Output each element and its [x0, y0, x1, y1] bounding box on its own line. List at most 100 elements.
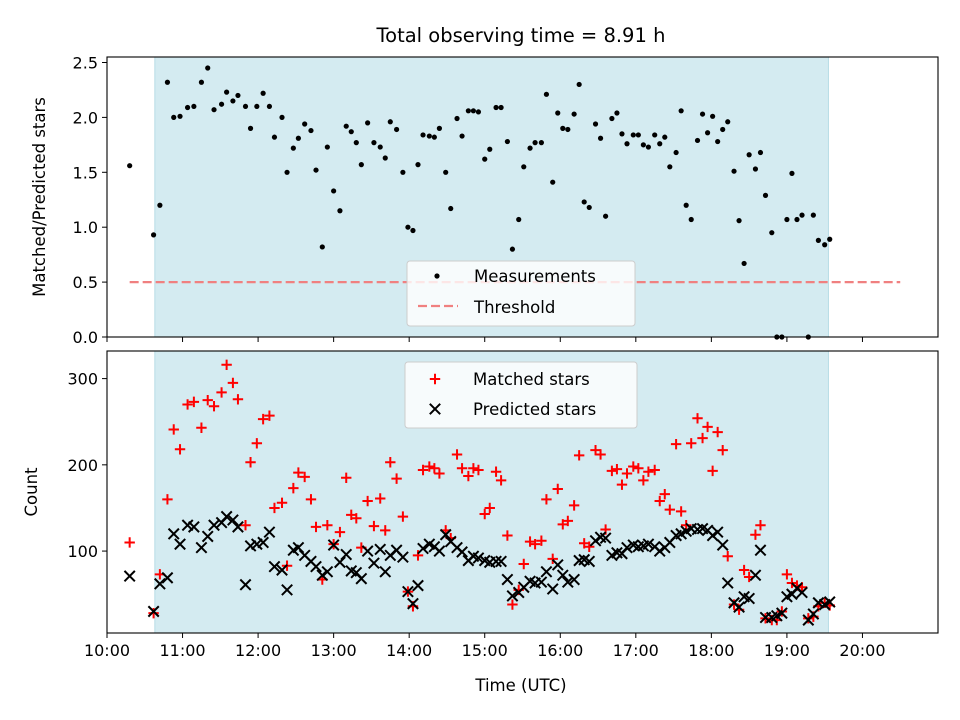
predicted-star-point — [195, 541, 208, 554]
x-tick-label: 13:00 — [311, 641, 357, 660]
measurement-point — [592, 121, 599, 127]
legend-measurements-label: Measurements — [474, 267, 596, 286]
predicted-star-point — [321, 565, 334, 578]
measurement-point — [331, 188, 337, 194]
predicted-star-point — [263, 526, 276, 539]
measurement-point — [348, 129, 354, 135]
measurement-point — [266, 103, 273, 110]
measurement-point — [752, 166, 759, 172]
predicted-star-point — [268, 560, 281, 573]
predicted-star-point — [334, 556, 346, 569]
measurement-point — [436, 125, 442, 131]
measurement-point — [290, 145, 296, 151]
matched-star-point — [518, 558, 529, 570]
matched-star-point — [305, 494, 317, 505]
legend-matched-label: Matched stars — [473, 370, 590, 389]
measurement-point — [757, 149, 764, 156]
matched-star-point — [541, 494, 552, 505]
matched-star-point — [264, 410, 275, 421]
measurement-point — [198, 79, 205, 85]
top-legend: Measurements Threshold — [406, 260, 636, 327]
y-tick-label: 300 — [67, 370, 98, 389]
predicted-star-point — [501, 573, 514, 586]
matched-star-point — [451, 449, 463, 460]
predicted-star-point — [187, 521, 200, 533]
measurement-point — [164, 79, 171, 85]
matched-star-point — [288, 482, 299, 494]
matched-star-point — [391, 473, 402, 484]
measurement-point — [205, 65, 211, 71]
predicted-star-point — [361, 545, 374, 557]
predicted-star-point — [583, 555, 596, 568]
measurement-point — [230, 98, 236, 104]
measurement-point — [673, 149, 679, 156]
measurement-point — [405, 224, 411, 230]
predicted-star-point — [721, 577, 734, 589]
top-panel: 0.0 0.5 1.0 1.5 2.0 2.5 Measurements Threshold — [73, 53, 939, 347]
matched-star-point — [781, 569, 793, 580]
predicted-star-point — [281, 583, 293, 596]
measurement-point — [640, 142, 646, 148]
measurement-point — [784, 216, 790, 223]
matched-star-point — [643, 466, 654, 477]
measurement-point — [308, 127, 314, 134]
measurement-point — [387, 119, 393, 125]
measurement-point — [619, 131, 625, 137]
measurement-point — [635, 132, 641, 138]
matched-star-point — [269, 502, 280, 514]
measurement-point — [731, 168, 737, 174]
predicted-star-point — [796, 586, 808, 599]
predicted-star-point — [276, 564, 288, 576]
matched-star-point — [188, 396, 200, 408]
measurement-point — [382, 155, 388, 161]
matched-star-point — [397, 511, 409, 522]
measurement-point — [614, 110, 620, 116]
matched-star-point — [686, 438, 697, 449]
measurement-point — [710, 113, 716, 119]
y-tick-label: 200 — [67, 456, 98, 475]
measurement-point — [662, 134, 668, 140]
measurement-point — [279, 114, 285, 120]
predicted-star-point — [402, 585, 414, 598]
measurement-point — [822, 242, 828, 248]
matched-star-point — [380, 525, 391, 536]
matched-star-point — [529, 538, 541, 550]
matched-star-point — [638, 475, 649, 486]
x-tick-label: 14:00 — [386, 641, 432, 660]
matched-star-point — [368, 520, 380, 532]
measurement-point — [443, 169, 449, 175]
matched-star-point — [552, 483, 563, 495]
measurement-point — [667, 164, 673, 170]
predicted-star-point — [490, 555, 502, 568]
measurement-point — [789, 170, 795, 176]
measurement-point — [393, 126, 400, 133]
predicted-star-point — [749, 569, 762, 582]
matched-star-point — [162, 494, 173, 505]
predicted-star-point — [706, 529, 719, 542]
predicted-star-point — [823, 596, 836, 608]
measurement-point — [704, 130, 711, 136]
measurement-point — [741, 260, 747, 267]
predicted-star-point — [407, 597, 419, 610]
predicted-star-point — [599, 532, 612, 545]
matched-star-point — [299, 471, 310, 483]
matched-star-point — [424, 461, 435, 472]
measurement-point — [746, 152, 752, 158]
legend-box — [404, 361, 638, 429]
measurement-point — [565, 126, 571, 133]
predicted-star-point — [775, 607, 788, 620]
matched-star-point — [221, 359, 232, 370]
axes-frame — [106, 350, 939, 634]
measurement-point — [475, 109, 482, 115]
matched-star-point — [692, 413, 703, 424]
measurement-point — [699, 111, 706, 117]
measurement-point — [415, 162, 421, 168]
matched-star-point — [341, 472, 352, 483]
matched-star-point — [670, 438, 682, 450]
y-tick-label: 100 — [67, 542, 98, 561]
matched-star-point — [507, 599, 518, 610]
predicted-star-point — [540, 565, 553, 578]
legend-predicted-label: Predicted stars — [473, 400, 596, 419]
measurement-point — [543, 91, 550, 97]
